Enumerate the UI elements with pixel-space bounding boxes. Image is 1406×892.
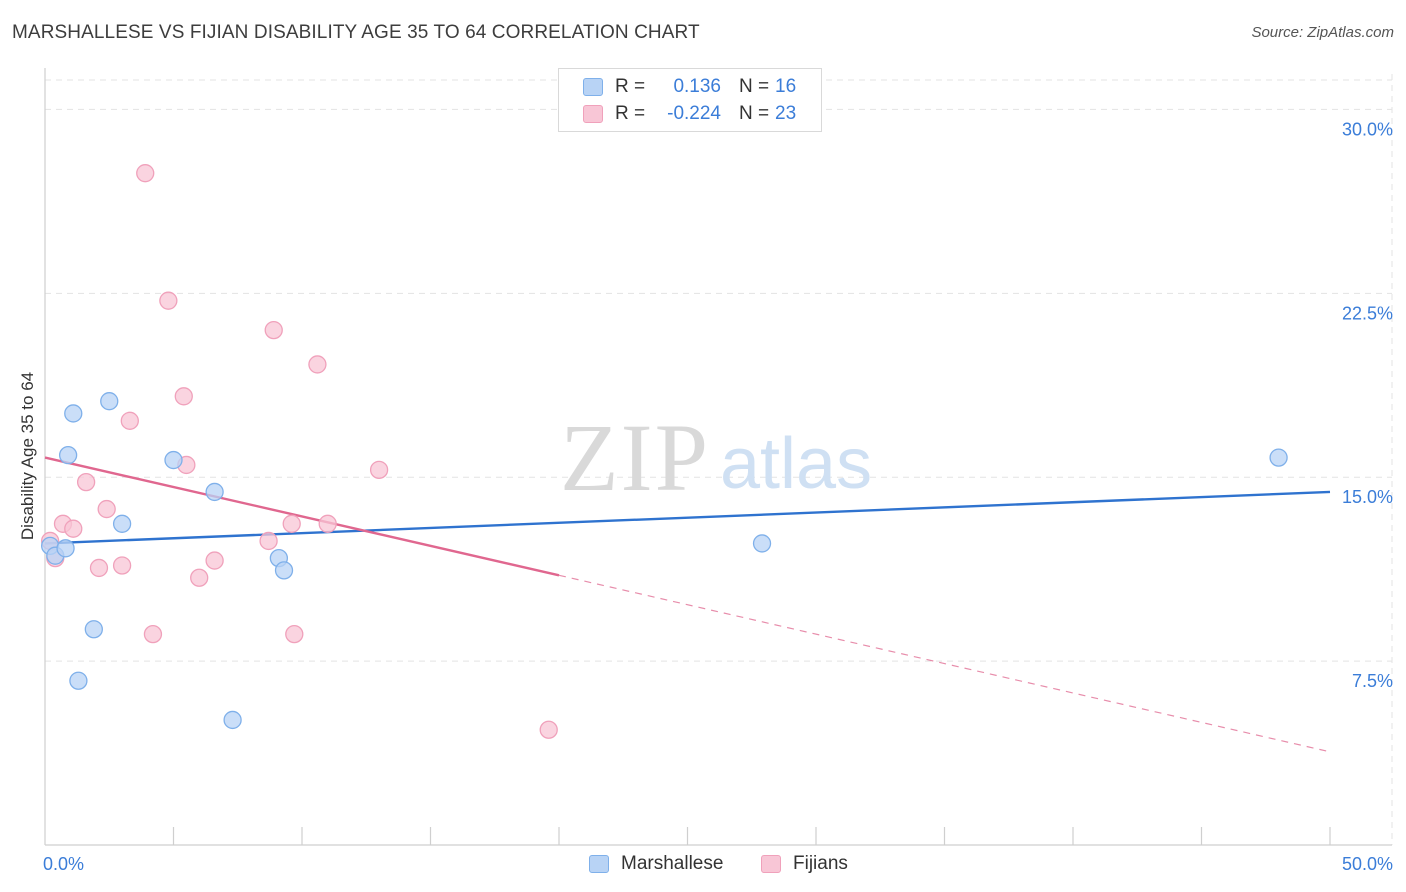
x-tick-label: 0.0%: [43, 854, 84, 874]
stats-legend: R = 0.136 N = 16 R = -0.224 N = 23: [558, 68, 822, 132]
fijians-point: [259, 531, 278, 551]
fijians-point: [205, 551, 224, 570]
watermark-atlas: atlas: [720, 424, 872, 504]
marshallese-point: [205, 482, 224, 502]
fijians-trend-line: [44, 456, 560, 577]
fijians-point: [89, 558, 109, 578]
watermark-zip: ZIP: [560, 404, 710, 511]
fijians-point: [174, 387, 193, 406]
legend-row-marshallese: R = 0.136 N = 16: [583, 74, 796, 100]
r-label: R =: [615, 76, 646, 97]
marshallese-point: [58, 445, 78, 465]
fijians-point: [76, 472, 96, 492]
fijians-point: [264, 320, 283, 340]
marshallese-point: [164, 450, 183, 470]
fijians-point: [97, 499, 116, 519]
bottom-legend-marshallese: Marshallese: [589, 852, 723, 876]
marshallese-point: [752, 534, 772, 553]
fijians-point: [285, 624, 304, 644]
marshallese-point: [56, 539, 75, 558]
fijians-point: [539, 720, 558, 739]
fijians-swatch: [761, 855, 781, 873]
fijians-point: [120, 411, 139, 430]
marshallese-trend-line: [44, 490, 1331, 545]
n-value: 23: [775, 103, 797, 124]
y-tick-label: 7.5%: [1352, 671, 1393, 691]
marshallese-swatch: [589, 855, 609, 873]
marshallese-swatch: [583, 78, 603, 96]
fijians-point: [318, 514, 337, 533]
marshallese-point: [274, 561, 294, 580]
marshallese-point: [223, 710, 242, 730]
legend-row-fijians: R = -0.224 N = 23: [583, 101, 796, 127]
marshallese-point: [84, 620, 103, 639]
data-points: [40, 164, 1288, 739]
fijians-point: [64, 519, 83, 538]
fijians-point: [190, 568, 209, 587]
tick-labels: 7.5% 15.0% 22.5% 30.0% 0.0% 50.0%: [43, 119, 1393, 874]
watermark: ZIP atlas: [560, 404, 872, 511]
y-tick-label: 30.0%: [1342, 119, 1393, 139]
marshallese-label: Marshallese: [621, 853, 724, 874]
trend-lines: [44, 456, 1331, 753]
axes: [44, 68, 1392, 846]
bottom-legend-fijians: Fijians: [761, 852, 848, 876]
fijians-point: [143, 624, 163, 644]
n-label: N =: [739, 103, 770, 124]
y-tick-label: 15.0%: [1342, 487, 1393, 507]
marshallese-point: [100, 392, 119, 411]
n-label: N =: [739, 76, 770, 97]
r-label: R =: [615, 103, 646, 124]
fijians-point: [112, 556, 132, 575]
fijians-point: [308, 355, 327, 374]
x-tick-label: 50.0%: [1342, 854, 1393, 874]
fijians-point: [282, 514, 301, 533]
marshallese-point: [112, 514, 132, 533]
gridlines: [45, 74, 1393, 845]
y-axis-label: Disability Age 35 to 64: [18, 372, 37, 540]
fijians-point: [159, 291, 178, 310]
r-value: 0.136: [673, 76, 721, 97]
fijians-point: [136, 164, 155, 183]
fijians-swatch: [583, 105, 603, 123]
marshallese-point: [64, 404, 83, 423]
r-value: -0.224: [667, 103, 721, 124]
marshallese-point: [69, 671, 88, 690]
source-credit: Source: ZipAtlas.com: [1251, 24, 1394, 41]
marshallese-point: [1269, 448, 1288, 467]
fijians-label: Fijians: [793, 853, 848, 874]
chart-title: MARSHALLESE VS FIJIAN DISABILITY AGE 35 …: [12, 22, 700, 43]
y-tick-label: 22.5%: [1342, 303, 1393, 323]
n-value: 16: [775, 76, 797, 97]
fijians-trend-extension: [558, 574, 1331, 753]
fijians-point: [369, 460, 389, 480]
